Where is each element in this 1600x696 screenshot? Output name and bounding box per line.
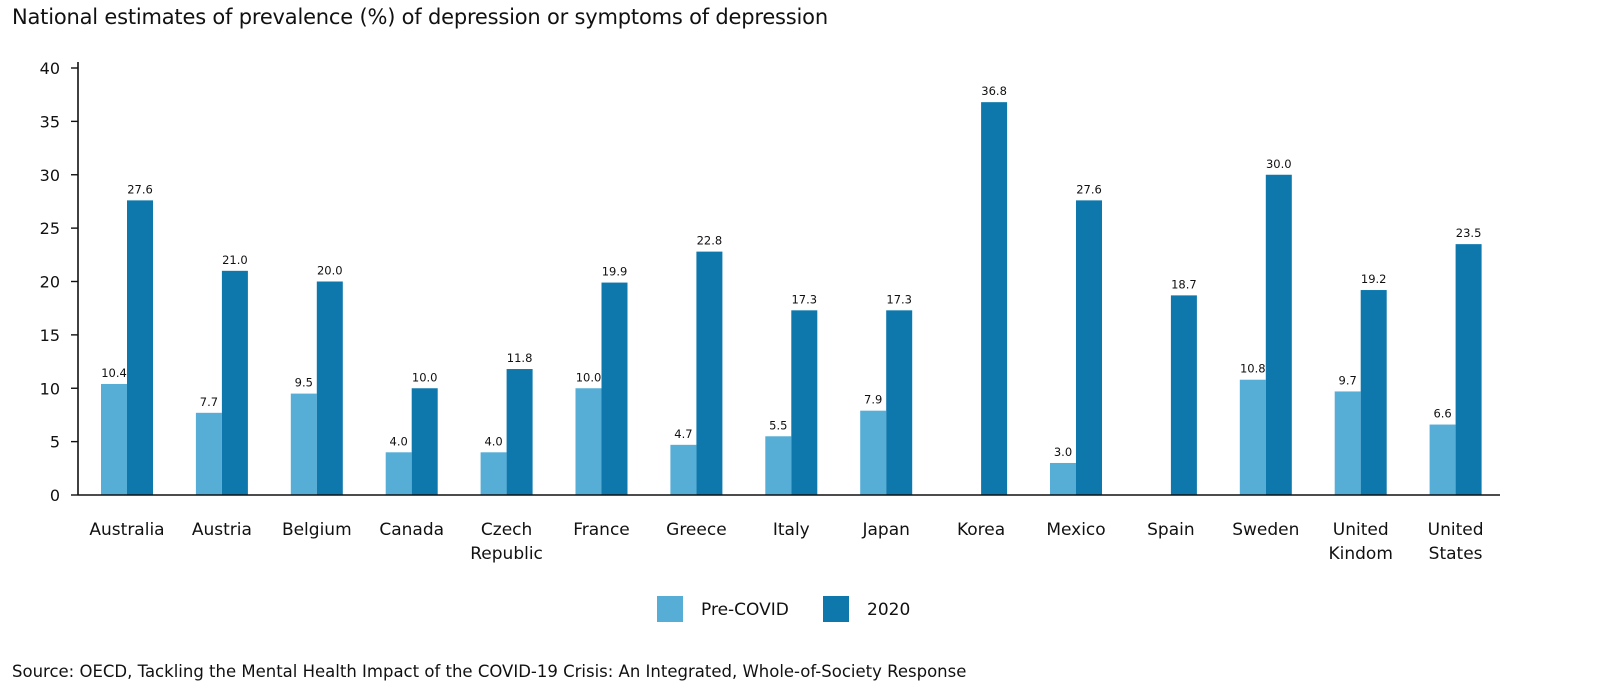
bar-pre-covid [1239, 379, 1266, 495]
legend: Pre-COVID 2020 [657, 596, 910, 622]
x-category-label: States [1429, 544, 1483, 564]
bar-2020 [1455, 244, 1482, 495]
bar-2020 [127, 200, 153, 495]
data-label: 9.5 [295, 376, 313, 390]
bar-2020 [506, 369, 533, 495]
bar-2020 [1360, 290, 1387, 495]
bar-2020 [221, 270, 248, 495]
data-label: 10.0 [576, 370, 602, 384]
data-label: 19.2 [1361, 272, 1387, 286]
bar-pre-covid [195, 412, 222, 495]
bar-2020 [1170, 295, 1197, 495]
bar-2020 [316, 281, 343, 495]
legend-pre-covid-swatch [657, 596, 683, 622]
bar-pre-covid [480, 452, 507, 495]
data-label: 4.0 [484, 434, 502, 448]
bar-pre-covid [860, 410, 887, 495]
x-category-label: Czech [481, 520, 532, 540]
bar-2020 [696, 251, 723, 495]
data-label: 11.8 [507, 351, 533, 365]
y-axis: 0 5 10 15 20 25 30 35 40 [40, 59, 79, 505]
data-label: 17.3 [886, 292, 912, 306]
bar-pre-covid [1050, 462, 1076, 495]
bar-2020 [981, 102, 1008, 495]
x-category-label: Japan [861, 520, 909, 540]
bar-2020 [601, 282, 628, 495]
y-tick-label: 35 [40, 112, 60, 131]
data-label: 36.8 [981, 84, 1007, 98]
y-tick-label: 15 [40, 326, 60, 345]
data-label: 18.7 [1171, 277, 1197, 291]
y-tick-label: 30 [40, 166, 60, 185]
x-category-label: Austria [192, 520, 252, 540]
x-category-label: Canada [379, 520, 444, 540]
bar-2020 [886, 310, 913, 495]
data-label: 27.6 [127, 182, 153, 196]
data-label: 27.6 [1076, 182, 1102, 196]
data-label: 10.0 [412, 370, 438, 384]
data-label: 10.4 [101, 366, 127, 380]
x-category-label: United [1428, 520, 1484, 540]
data-label: 9.7 [1339, 373, 1357, 387]
bar-pre-covid [1334, 391, 1361, 495]
data-label: 30.0 [1266, 157, 1292, 171]
data-label: 4.0 [390, 434, 408, 448]
bar-2020 [1265, 174, 1292, 495]
legend-pre-covid-label: Pre-COVID [701, 600, 789, 620]
data-label: 10.8 [1240, 362, 1266, 376]
y-tick-label: 25 [40, 219, 60, 238]
y-tick-label: 10 [40, 379, 60, 398]
x-category-label: United [1333, 520, 1389, 540]
data-label: 7.7 [200, 395, 218, 409]
legend-2020-swatch [823, 596, 849, 622]
x-category-label: Greece [666, 520, 727, 540]
bar-pre-covid [1429, 424, 1456, 495]
y-tick-label: 0 [50, 486, 60, 505]
x-category-label: Italy [773, 520, 810, 540]
x-category-label: Mexico [1046, 520, 1105, 540]
data-label: 21.0 [222, 253, 248, 267]
chart-title: National estimates of prevalence (%) of … [12, 5, 828, 29]
x-category-label: Kindom [1328, 544, 1392, 564]
y-tick-label: 5 [50, 433, 60, 452]
data-label: 23.5 [1456, 226, 1482, 240]
source-note: Source: OECD, Tackling the Mental Health… [12, 662, 967, 681]
x-category-label: France [573, 520, 630, 540]
bar-2020 [791, 310, 818, 495]
data-label: 22.8 [697, 234, 723, 248]
bar-pre-covid [385, 452, 412, 495]
bar-pre-covid [101, 383, 127, 495]
bars-group: 10.4 27.6 7.7 21.0 9.5 20.0 4.0 10.0 4.0 11.8 10.0… [101, 84, 1482, 495]
bar-pre-covid [765, 436, 792, 495]
data-label: 19.9 [602, 265, 628, 279]
data-label: 3.0 [1054, 445, 1072, 459]
data-label: 6.6 [1433, 407, 1451, 421]
data-label: 20.0 [317, 264, 343, 278]
data-label: 7.9 [864, 393, 882, 407]
data-label: 17.3 [791, 292, 817, 306]
data-label: 4.7 [674, 427, 692, 441]
bar-pre-covid [290, 393, 317, 495]
x-axis: Australia Austria Belgium Canada Czech Republ… [78, 494, 1500, 564]
legend-2020-label: 2020 [867, 600, 910, 620]
x-category-label: Sweden [1232, 520, 1299, 540]
y-tick-label: 20 [40, 273, 60, 292]
x-category-label: Australia [89, 520, 164, 540]
y-tick-label: 40 [40, 59, 60, 78]
x-category-label: Korea [957, 520, 1005, 540]
x-category-label: Belgium [282, 520, 352, 540]
data-label: 5.5 [769, 418, 787, 432]
bar-pre-covid [670, 444, 697, 495]
x-category-label: Republic [470, 544, 543, 564]
x-category-label: Spain [1147, 520, 1195, 540]
bar-pre-covid [575, 388, 602, 495]
bar-2020 [411, 388, 438, 495]
bar-2020 [1076, 200, 1102, 495]
